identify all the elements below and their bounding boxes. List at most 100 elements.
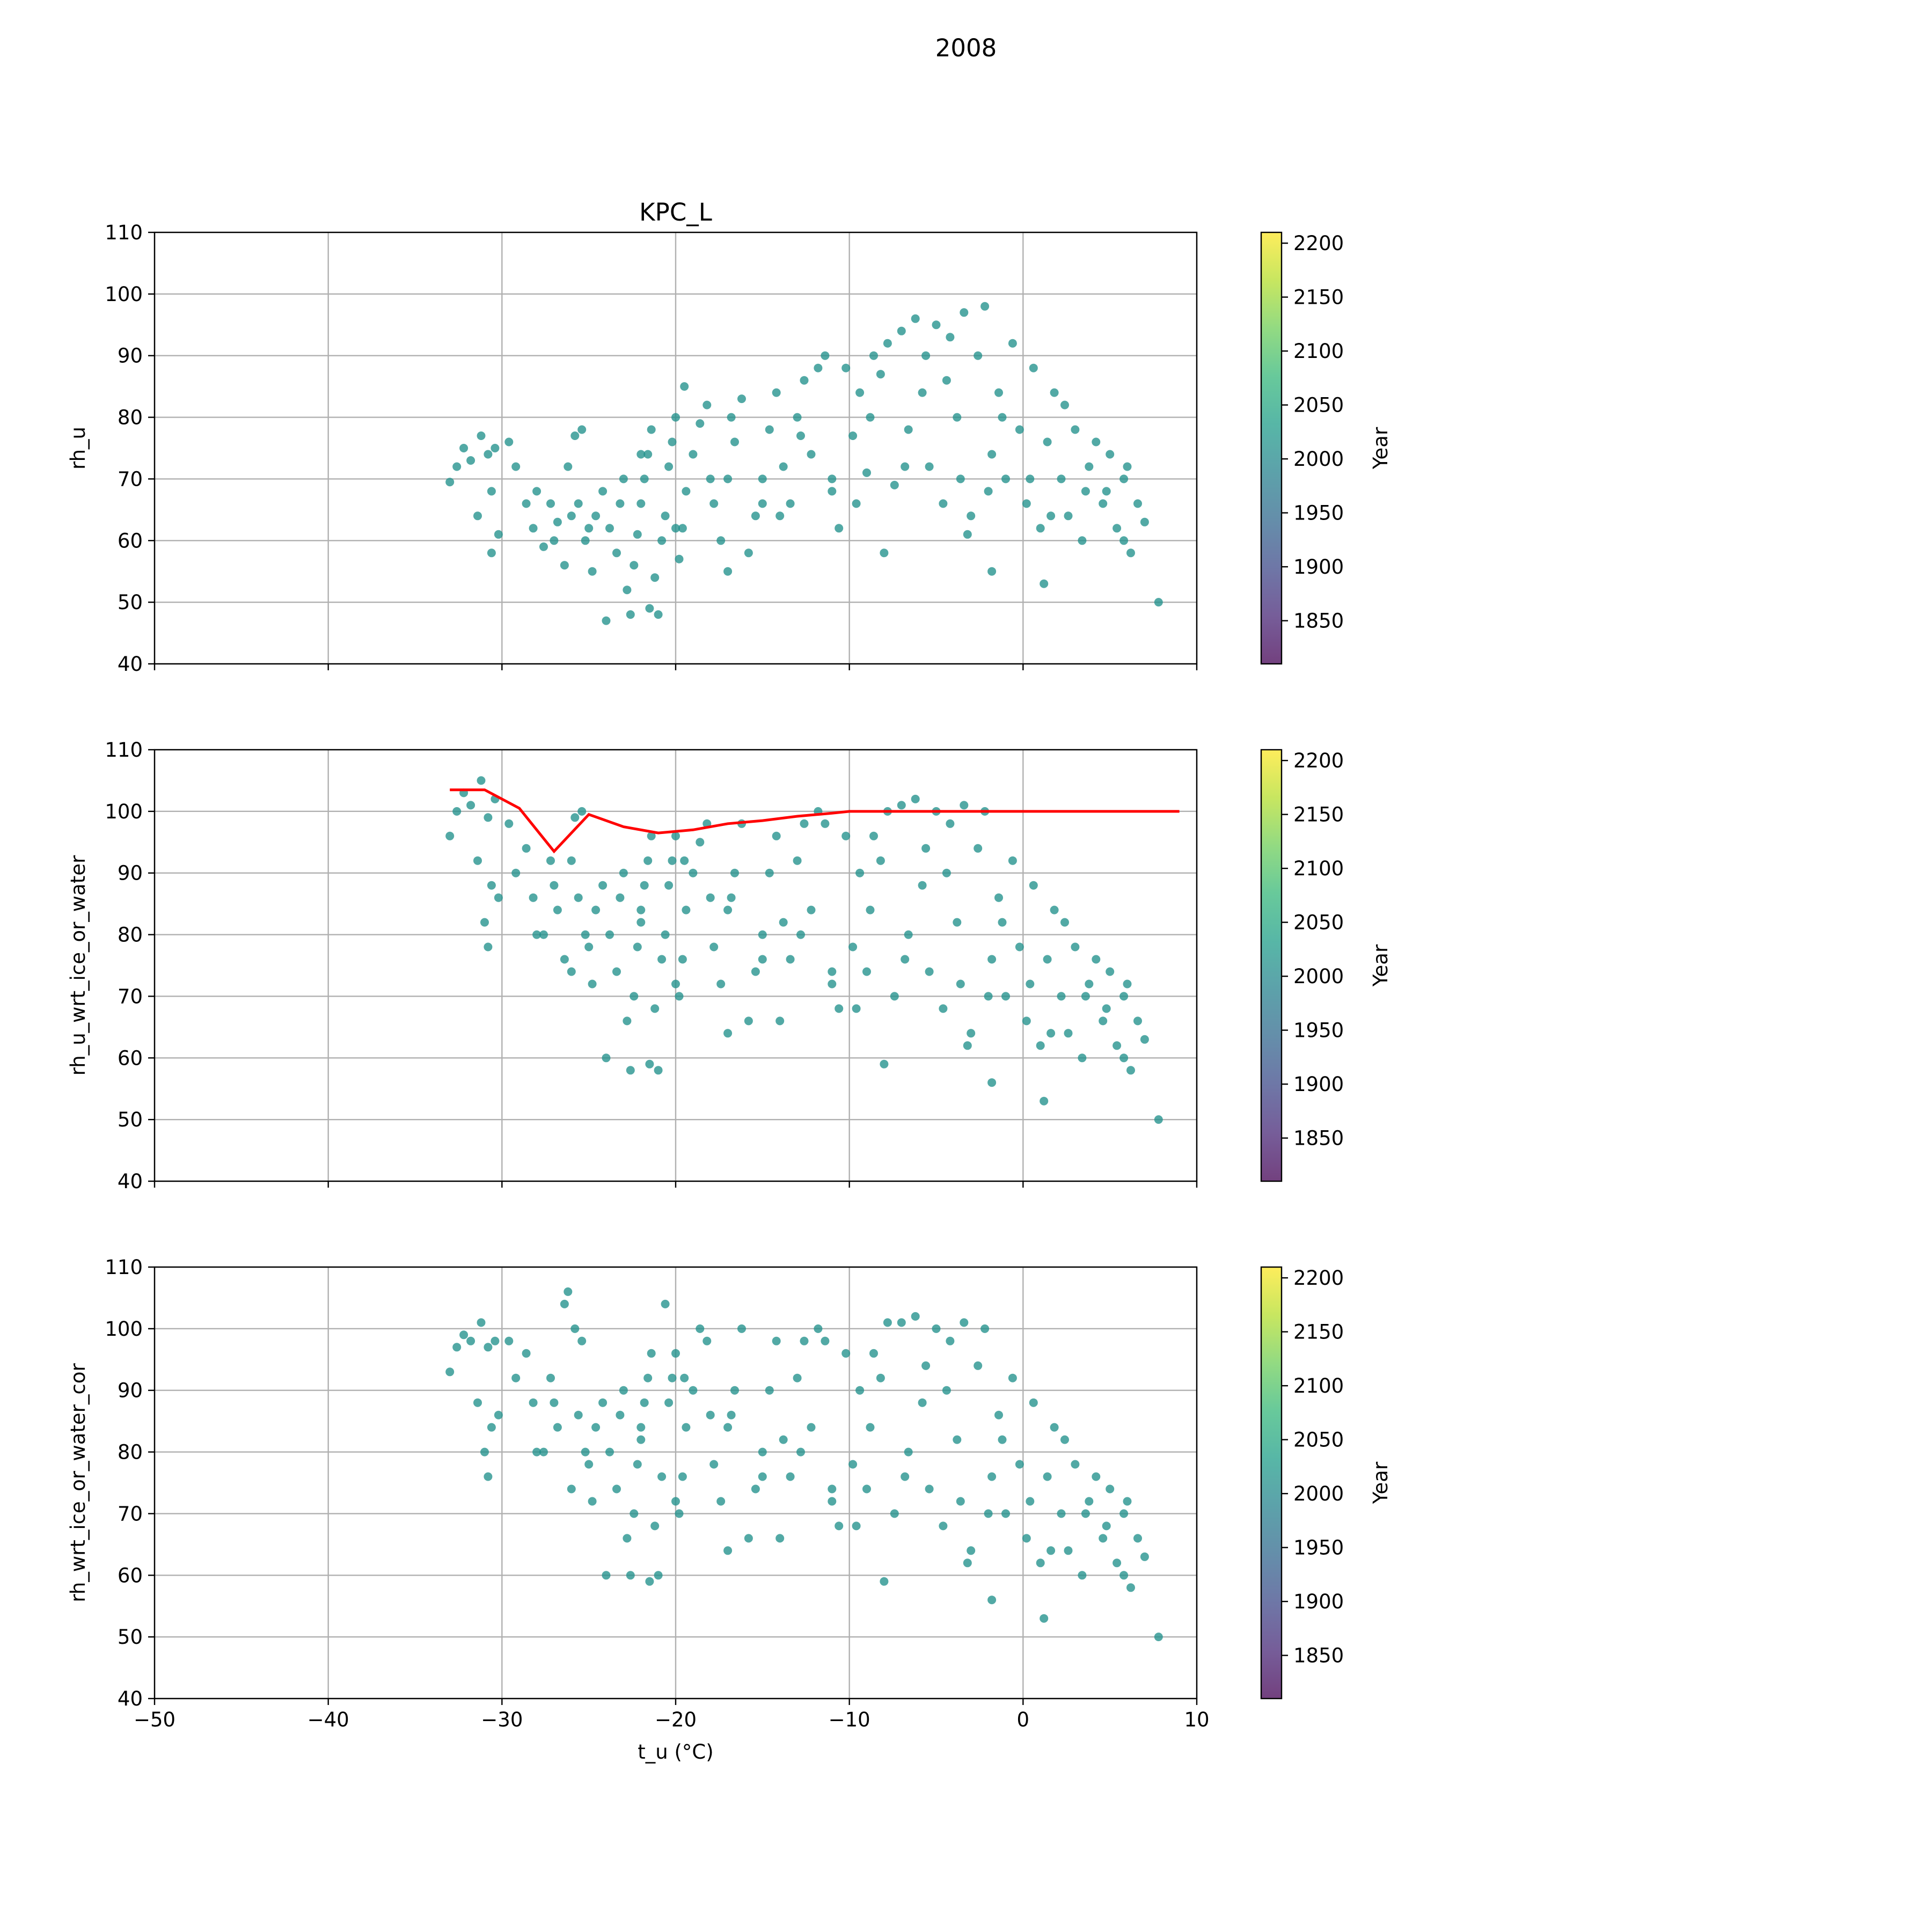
scatter-point (855, 1386, 865, 1395)
scatter-point (866, 1423, 875, 1432)
scatter-point (1126, 1583, 1135, 1592)
scatter-point (647, 425, 656, 434)
scatter-point (1043, 955, 1052, 964)
scatter-point (645, 1059, 654, 1069)
scatter-point (946, 1336, 955, 1345)
scatter-point (494, 1410, 503, 1419)
scatter-point (796, 431, 805, 440)
scatter-point (1119, 1053, 1129, 1063)
scatter-point (835, 524, 844, 533)
scatter-point (772, 831, 781, 840)
colorbar-tick-label: 1950 (1293, 1536, 1344, 1560)
x-tick-label: −30 (481, 1708, 523, 1731)
scatter-point (636, 450, 646, 459)
scatter-point (511, 868, 521, 877)
scatter-point (925, 1484, 934, 1494)
scatter-point (487, 1423, 496, 1432)
scatter-point (880, 548, 889, 558)
scatter-point (645, 1577, 654, 1586)
scatter-point (588, 1497, 597, 1506)
scatter-point (605, 930, 614, 939)
scatter-point (598, 487, 608, 496)
colorbar-gradient (1261, 1267, 1282, 1699)
y-tick-label: 40 (118, 653, 143, 676)
scatter-point (974, 844, 983, 853)
scatter-point (466, 1336, 475, 1345)
scatter-point (647, 831, 656, 840)
scatter-point (477, 1318, 486, 1327)
scatter-point (1022, 499, 1031, 508)
scatter-point (1102, 487, 1111, 496)
scatter-point (709, 499, 719, 508)
scatter-point (1102, 1004, 1111, 1013)
scatter-point (901, 1472, 910, 1481)
scatter-point (963, 1558, 972, 1568)
scatter-point (980, 1324, 990, 1333)
scatter-point (727, 413, 736, 422)
scatter-point (1113, 524, 1122, 533)
colorbar-gradient (1261, 232, 1282, 664)
colorbar-tick-label: 1900 (1293, 555, 1344, 579)
scatter-point (640, 474, 649, 484)
scatter-point (452, 1343, 462, 1352)
scatter-point (904, 425, 913, 434)
scatter-point (751, 1484, 760, 1494)
scatter-point (960, 1318, 969, 1327)
scatter-point (602, 1571, 611, 1580)
scatter-point (452, 462, 462, 471)
scatter-point (671, 524, 680, 533)
scatter-point (730, 868, 739, 877)
scatter-point (529, 1398, 538, 1407)
scatter-point (567, 967, 576, 976)
scatter-point (584, 524, 594, 533)
scatter-point (709, 942, 719, 952)
scatter-point (828, 967, 837, 976)
scatter-point (772, 1336, 781, 1345)
scatter-point (1071, 1460, 1080, 1469)
scatter-point (987, 1472, 997, 1481)
scatter-point (765, 425, 774, 434)
scatter-point (744, 1016, 753, 1026)
colorbar-frame (1260, 1266, 1283, 1700)
colorbar-tick-label: 2050 (1293, 911, 1344, 934)
colorbar-tick-label: 2150 (1293, 1321, 1344, 1344)
scatter-point (640, 1398, 649, 1407)
scatter-point (1078, 536, 1087, 545)
scatter-point (650, 1004, 660, 1013)
scatter-point (511, 462, 521, 471)
scatter-point (814, 1324, 823, 1333)
scatter-point (680, 1373, 689, 1382)
scatter-point (737, 1324, 746, 1333)
scatter-point (574, 499, 583, 508)
scatter-point (974, 1361, 983, 1370)
scatter-point (616, 893, 625, 902)
scatter-point (560, 955, 569, 964)
scatter-point (984, 487, 993, 496)
y-tick-label: 40 (118, 1170, 143, 1193)
scatter-point (807, 1423, 816, 1432)
scatter-point (921, 1361, 931, 1370)
scatter-points (445, 776, 1163, 1124)
scatter-point (796, 930, 805, 939)
colorbar-frame (1260, 749, 1283, 1182)
scatter-point (706, 1410, 715, 1419)
scatter-point (1036, 524, 1045, 533)
scatter-point (689, 1386, 698, 1395)
scatter-point (821, 1336, 830, 1345)
scatter-point (1026, 474, 1035, 484)
y-tick-label: 90 (118, 345, 143, 368)
scatter-point (480, 918, 489, 927)
threshold-line (450, 788, 1180, 854)
scatter-point (1060, 1435, 1069, 1444)
scatter-point (841, 831, 851, 840)
scatter-point (1046, 511, 1056, 521)
scatter-point (821, 351, 830, 360)
scatter-point (584, 942, 594, 952)
scatter-point (953, 918, 962, 927)
scatter-point (786, 499, 795, 508)
scatter-point (696, 1324, 705, 1333)
scatter-point (487, 548, 496, 558)
colorbar-tick-label: 2100 (1293, 340, 1344, 363)
scatter-point (883, 1318, 892, 1327)
scatter-point (546, 499, 555, 508)
